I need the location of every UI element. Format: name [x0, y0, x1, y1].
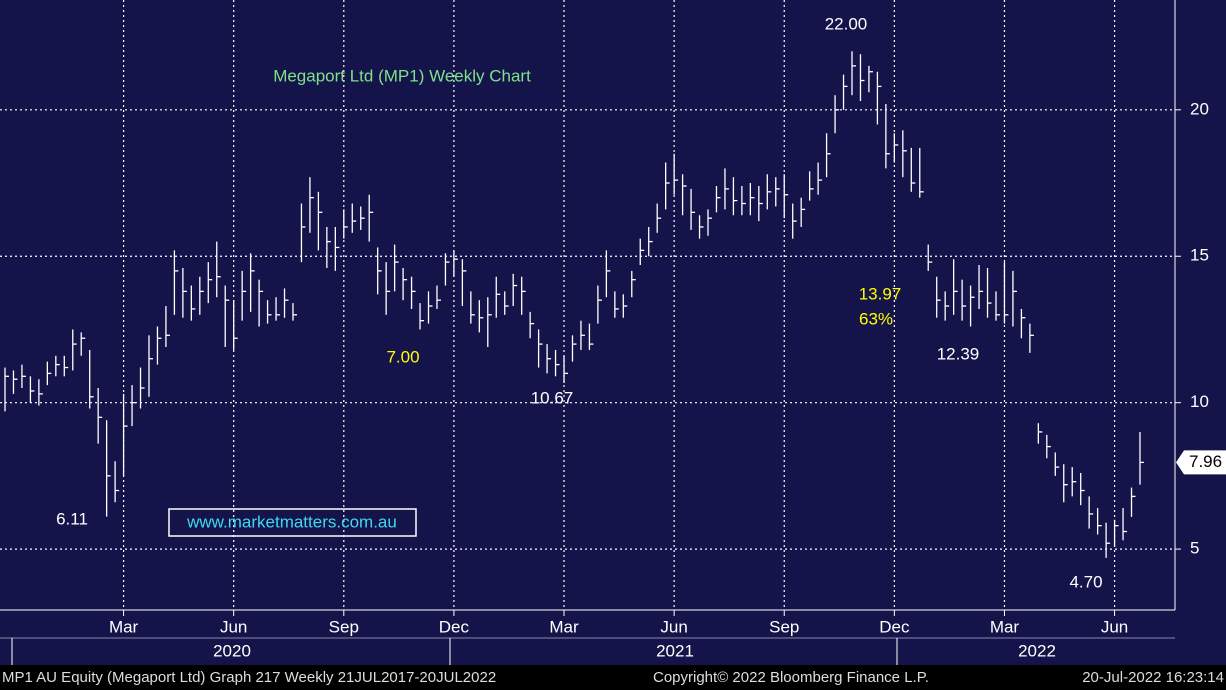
- year-label: 2022: [1018, 641, 1056, 660]
- footer-bar: [0, 665, 1226, 690]
- x-tick-label: Mar: [549, 617, 579, 636]
- annotation: 10.67: [531, 388, 574, 407]
- annotation: 6.11: [56, 509, 88, 528]
- x-tick-label: Dec: [439, 617, 470, 636]
- x-tick-label: Jun: [660, 617, 687, 636]
- x-tick-label: Sep: [769, 617, 799, 636]
- y-tick-label: 15: [1190, 246, 1209, 265]
- annotation: 22.00: [825, 14, 868, 33]
- x-tick-label: Sep: [329, 617, 359, 636]
- watermark: www.marketmatters.com.au: [186, 512, 397, 531]
- y-tick-label: 20: [1190, 99, 1209, 118]
- y-tick-label: 10: [1190, 392, 1209, 411]
- annotation: 63%: [859, 309, 893, 328]
- footer-right: 20-Jul-2022 16:23:14: [1082, 669, 1224, 686]
- x-tick-label: Jun: [220, 617, 247, 636]
- x-tick-label: Mar: [990, 617, 1020, 636]
- chart-title: Megaport Ltd (MP1) Weekly Chart: [273, 66, 531, 85]
- footer-mid: Copyright© 2022 Bloomberg Finance L.P.: [653, 669, 929, 686]
- x-tick-label: Jun: [1101, 617, 1128, 636]
- background: [0, 0, 1226, 665]
- x-tick-label: Dec: [879, 617, 910, 636]
- annotation: 7.00: [386, 347, 419, 366]
- year-label: 2021: [656, 641, 694, 660]
- annotation: 13.97: [859, 284, 902, 303]
- y-tick-label: 5: [1190, 539, 1199, 558]
- year-label: 2020: [213, 641, 251, 660]
- x-tick-label: Mar: [109, 617, 139, 636]
- watermark-box: [168, 508, 417, 537]
- annotation: 4.70: [1069, 572, 1102, 591]
- footer-left: MP1 AU Equity (Megaport Ltd) Graph 217 W…: [2, 669, 496, 686]
- last-price-box: [1176, 450, 1226, 475]
- annotation: 12.39: [937, 344, 980, 363]
- last-price-label: 7.96: [1189, 452, 1222, 471]
